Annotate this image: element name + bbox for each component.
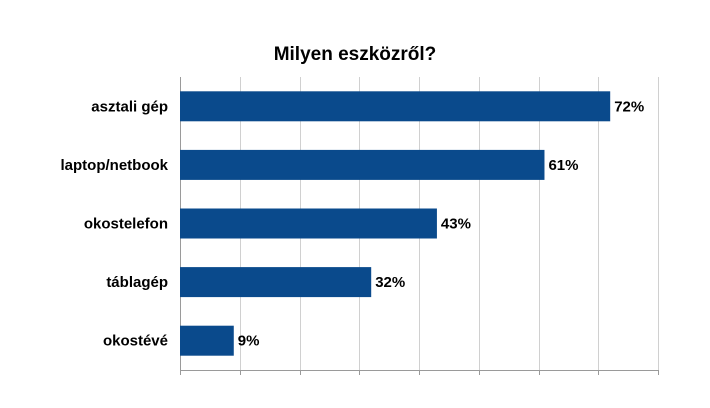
chart-title: Milyen eszközről? xyxy=(274,44,437,65)
category-label: asztali gép xyxy=(91,98,168,115)
bar xyxy=(180,325,234,356)
data-label: 61% xyxy=(548,157,578,174)
category-label: okostelefon xyxy=(84,216,168,233)
bar xyxy=(180,267,372,298)
bars xyxy=(180,91,611,356)
data-label: 32% xyxy=(375,274,405,291)
data-label: 43% xyxy=(441,216,471,233)
data-label: 9% xyxy=(238,333,260,350)
category-label: okostévé xyxy=(103,333,168,350)
labels: asztali gép 72% laptop/netbook 61% okostelef… xyxy=(61,98,645,349)
bar xyxy=(180,208,437,239)
category-label: táblagép xyxy=(106,274,168,291)
data-label: 72% xyxy=(614,98,644,115)
bar xyxy=(180,91,611,122)
bar xyxy=(180,149,545,180)
category-label: laptop/netbook xyxy=(61,157,169,174)
